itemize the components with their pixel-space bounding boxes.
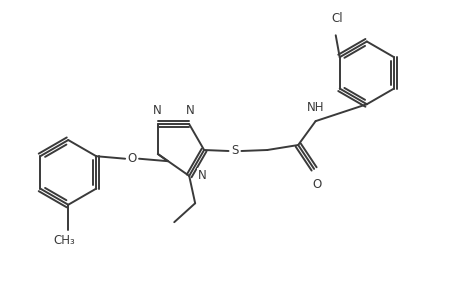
Text: Cl: Cl	[330, 12, 342, 25]
Text: NH: NH	[306, 101, 324, 114]
Text: O: O	[311, 178, 320, 191]
Text: N: N	[185, 104, 194, 117]
Text: O: O	[127, 152, 136, 165]
Text: S: S	[231, 145, 238, 158]
Text: N: N	[198, 169, 207, 182]
Text: N: N	[152, 104, 161, 117]
Text: CH₃: CH₃	[53, 234, 75, 247]
